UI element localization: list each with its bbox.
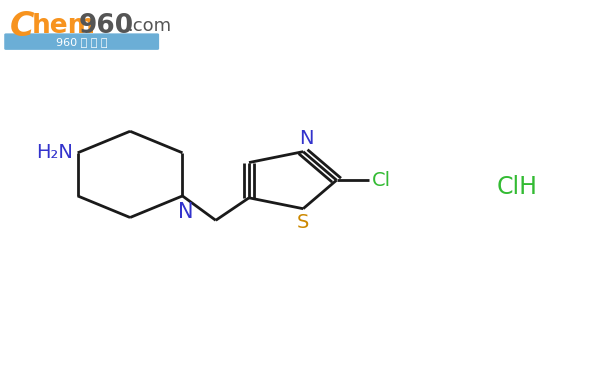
Text: 960: 960 — [79, 13, 134, 39]
Text: ClH: ClH — [497, 176, 538, 200]
Text: N: N — [299, 129, 313, 148]
Text: N: N — [178, 202, 193, 222]
Text: C: C — [10, 10, 34, 43]
Text: hem: hem — [31, 13, 96, 39]
Text: S: S — [297, 213, 309, 232]
Text: Cl: Cl — [371, 171, 391, 190]
Text: 960 化 工 网: 960 化 工 网 — [56, 37, 108, 46]
Text: .com: .com — [127, 17, 171, 35]
Text: H₂N: H₂N — [36, 143, 73, 162]
FancyBboxPatch shape — [4, 33, 159, 50]
